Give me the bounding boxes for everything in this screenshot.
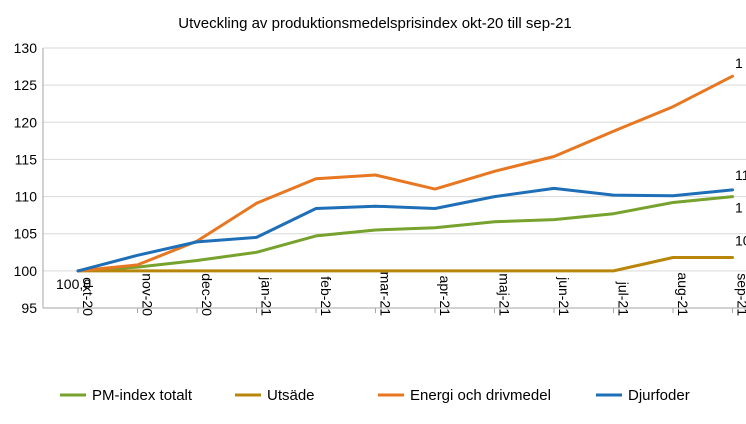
data-point bbox=[196, 240, 199, 243]
x-tick-label: sep-21 bbox=[735, 273, 746, 316]
x-tick-label: mar-21 bbox=[378, 272, 394, 317]
y-tick-label: 125 bbox=[14, 77, 38, 93]
series-lines bbox=[77, 75, 735, 273]
y-tick-label: 115 bbox=[15, 151, 38, 167]
chart-title: Utveckling av produktionsmedelsprisindex… bbox=[178, 15, 572, 32]
data-point bbox=[493, 170, 496, 173]
data-point bbox=[374, 229, 377, 232]
y-tick-label: 105 bbox=[14, 226, 38, 242]
x-tick-label: dec-20 bbox=[199, 273, 215, 316]
data-point bbox=[612, 212, 615, 215]
data-point bbox=[672, 201, 675, 204]
series-line-2 bbox=[78, 76, 733, 271]
data-point bbox=[553, 155, 556, 158]
y-tick-label: 110 bbox=[15, 189, 38, 205]
data-point bbox=[612, 269, 615, 272]
y-tick-label: 120 bbox=[14, 114, 38, 130]
legend-label: Energi och drivmedel bbox=[410, 387, 551, 404]
data-point bbox=[672, 105, 675, 108]
legend-label: Utsäde bbox=[267, 387, 315, 404]
data-point bbox=[434, 269, 437, 272]
x-tick-label: apr-21 bbox=[437, 276, 453, 317]
data-point bbox=[434, 188, 437, 191]
data-point bbox=[315, 177, 318, 180]
data-point bbox=[196, 269, 199, 272]
x-tick-label: jul-21 bbox=[616, 281, 632, 316]
data-point bbox=[434, 226, 437, 229]
data-point bbox=[672, 256, 675, 259]
x-tick-label: maj-21 bbox=[497, 273, 513, 316]
data-label: 100,0 bbox=[56, 276, 91, 292]
data-point bbox=[315, 234, 318, 237]
data-point bbox=[493, 269, 496, 272]
data-point bbox=[136, 263, 139, 266]
data-point bbox=[612, 130, 615, 133]
series-end-label: 1 bbox=[735, 200, 743, 216]
x-tick-label: jan-21 bbox=[259, 276, 275, 316]
data-point bbox=[255, 269, 258, 272]
data-point bbox=[731, 256, 734, 259]
data-point bbox=[493, 195, 496, 198]
data-point bbox=[315, 269, 318, 272]
data-point bbox=[731, 75, 734, 78]
data-point bbox=[731, 188, 734, 191]
data-point bbox=[255, 251, 258, 254]
data-point bbox=[553, 218, 556, 221]
data-point bbox=[553, 269, 556, 272]
data-point bbox=[136, 254, 139, 257]
y-tick-label: 130 bbox=[14, 40, 38, 56]
data-point bbox=[612, 194, 615, 197]
data-point bbox=[553, 187, 556, 190]
data-point bbox=[77, 269, 80, 272]
series-end-label: 10 bbox=[735, 232, 746, 248]
x-tick-label: feb-21 bbox=[318, 276, 334, 316]
data-point bbox=[255, 236, 258, 239]
data-point bbox=[374, 269, 377, 272]
data-point bbox=[374, 205, 377, 208]
legend: PM-index totalt Utsäde Energi och drivmede… bbox=[60, 387, 690, 404]
series-end-label: 1 bbox=[735, 55, 743, 71]
data-point bbox=[136, 269, 139, 272]
x-tick-label: aug-21 bbox=[675, 272, 691, 316]
data-point bbox=[672, 194, 675, 197]
data-point bbox=[493, 220, 496, 223]
data-point bbox=[255, 202, 258, 205]
data-point bbox=[374, 174, 377, 177]
legend-label: PM-index totalt bbox=[92, 387, 193, 404]
x-tick-label: nov-20 bbox=[140, 273, 156, 316]
series-end-label: 11 bbox=[735, 167, 746, 183]
y-tick-label: 95 bbox=[21, 300, 37, 316]
legend-label: Djurfoder bbox=[628, 387, 690, 404]
data-point bbox=[315, 207, 318, 210]
y-tick-label: 100 bbox=[14, 263, 38, 279]
data-point bbox=[434, 207, 437, 210]
data-point bbox=[731, 195, 734, 198]
x-tick-label: jun-21 bbox=[556, 276, 572, 316]
data-point bbox=[196, 259, 199, 262]
